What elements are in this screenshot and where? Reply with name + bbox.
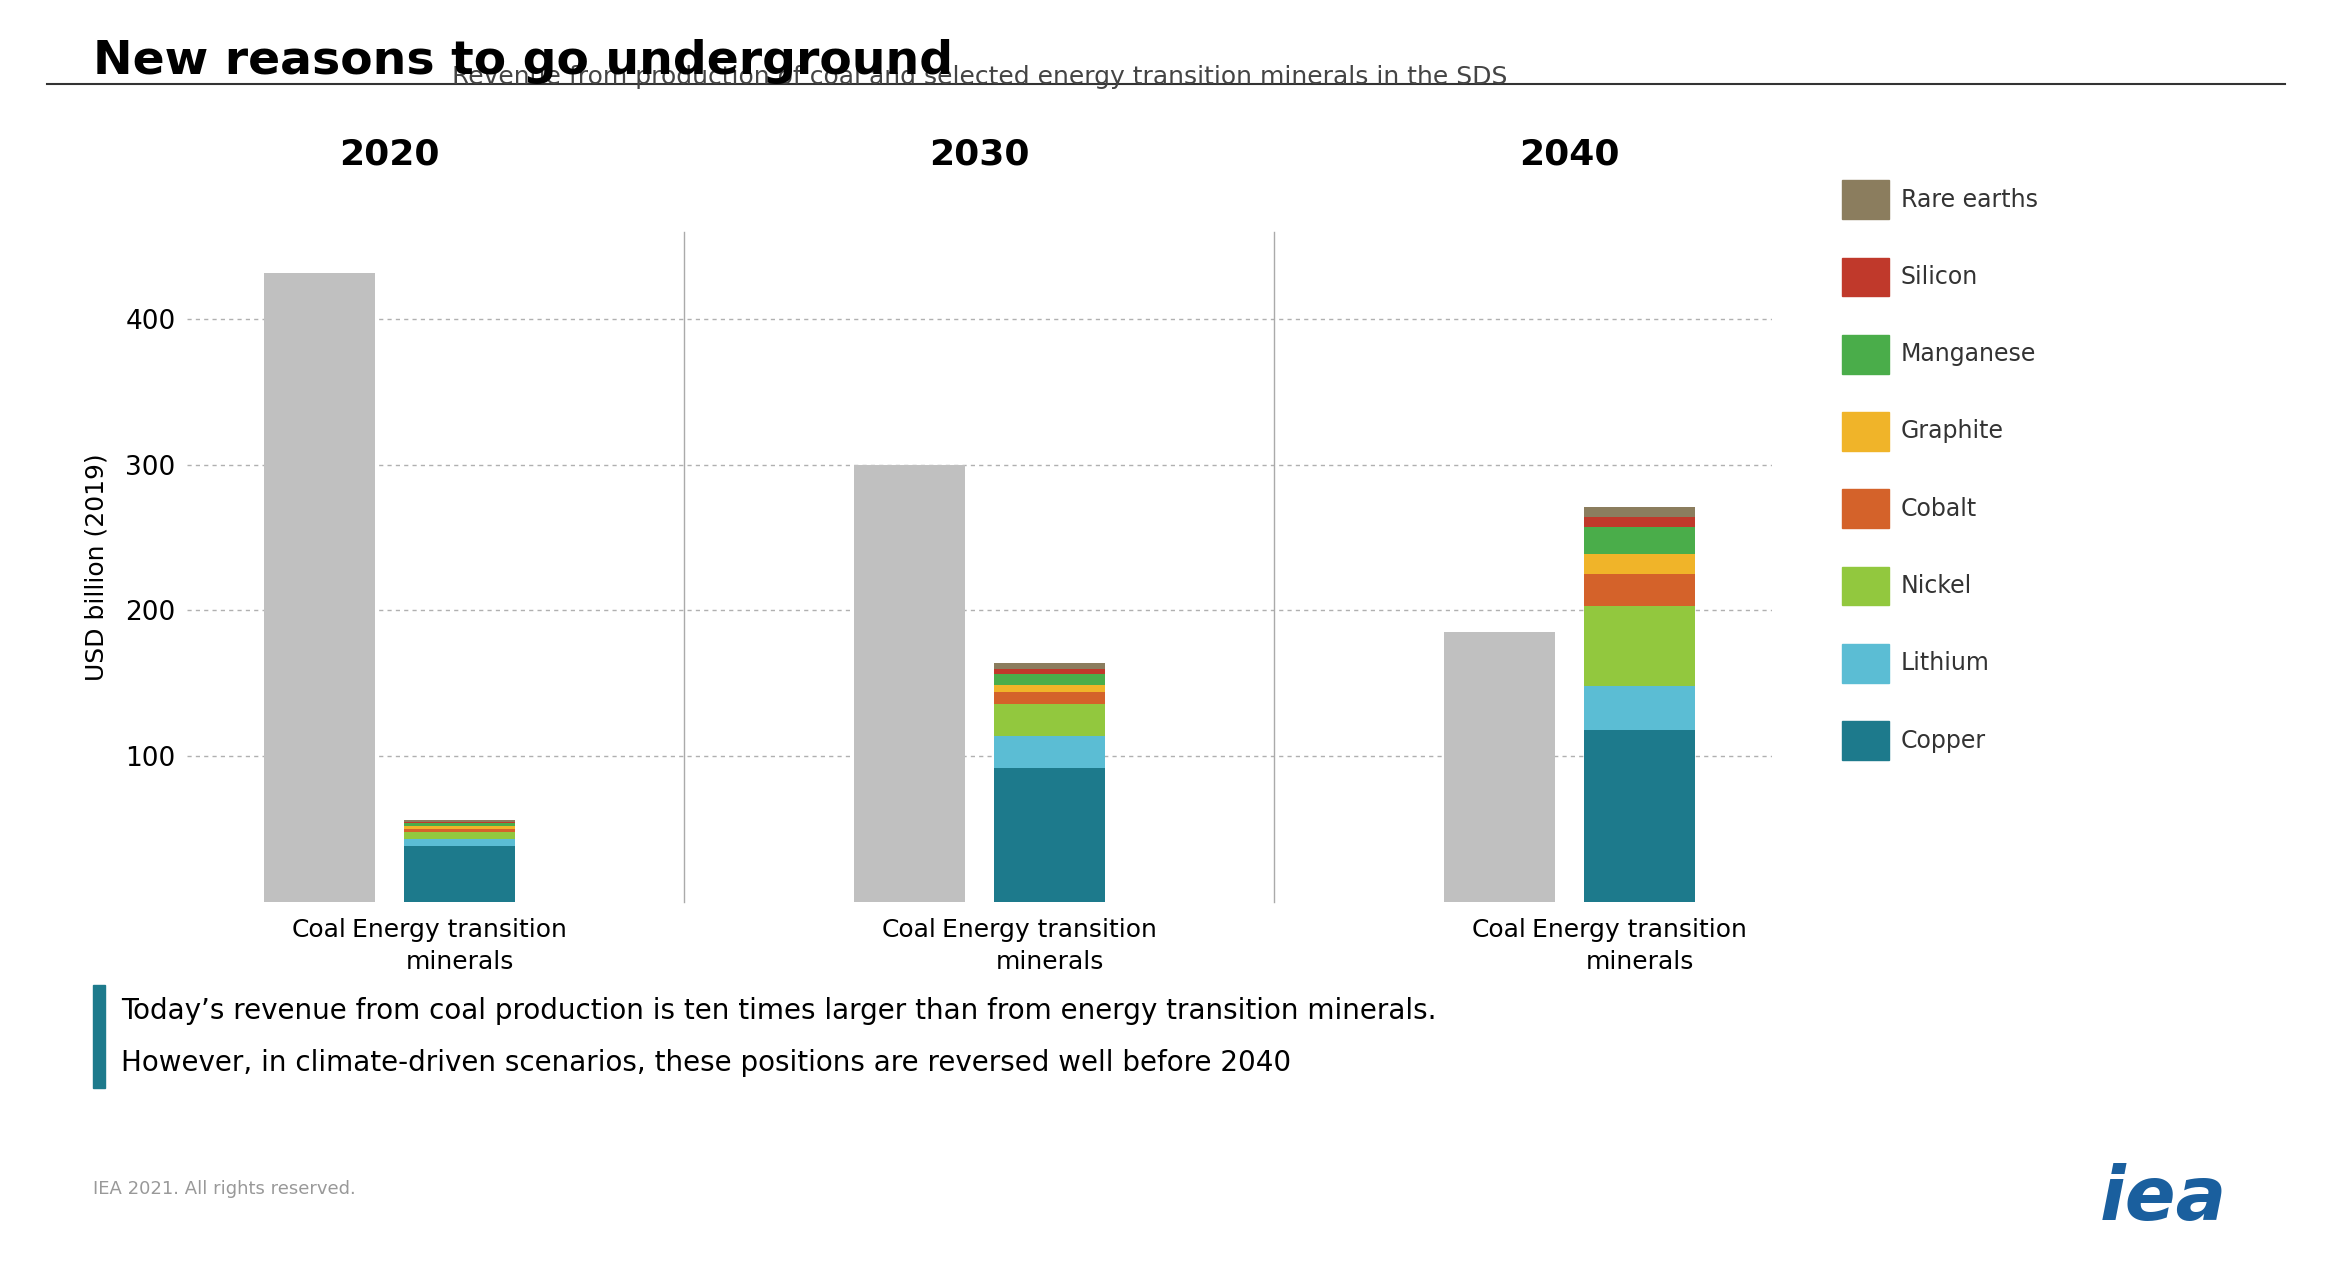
Y-axis label: USD billion (2019): USD billion (2019) — [84, 453, 110, 680]
Bar — [854, 465, 965, 902]
Text: Cobalt: Cobalt — [1901, 497, 1978, 520]
Bar — [993, 675, 1105, 685]
Bar — [403, 838, 515, 846]
Bar — [403, 826, 515, 828]
Bar — [264, 273, 375, 902]
Text: Silicon: Silicon — [1901, 265, 1978, 289]
Bar — [1444, 632, 1555, 902]
Bar — [993, 735, 1105, 768]
Text: Rare earths: Rare earths — [1901, 188, 2038, 211]
Text: 2020: 2020 — [338, 138, 441, 171]
Bar — [1583, 574, 1695, 607]
Bar — [1583, 607, 1695, 687]
Bar — [993, 663, 1105, 668]
Bar — [1583, 730, 1695, 902]
Bar — [1583, 507, 1695, 518]
Bar — [993, 685, 1105, 692]
Bar — [403, 820, 515, 822]
Bar — [1583, 554, 1695, 574]
Text: New reasons to go underground: New reasons to go underground — [93, 39, 954, 84]
Bar — [1583, 527, 1695, 554]
Bar — [1583, 687, 1695, 730]
Bar — [1583, 518, 1695, 527]
Bar — [993, 768, 1105, 902]
Bar — [993, 668, 1105, 675]
Text: Copper: Copper — [1901, 729, 1987, 752]
Text: Graphite: Graphite — [1901, 420, 2003, 443]
Bar — [403, 822, 515, 823]
Text: However, in climate-driven scenarios, these positions are reversed well before 2: However, in climate-driven scenarios, th… — [121, 1048, 1292, 1077]
Text: iea: iea — [2099, 1163, 2227, 1236]
Bar — [403, 846, 515, 902]
Text: Manganese: Manganese — [1901, 343, 2036, 366]
Bar — [403, 823, 515, 826]
Text: Today’s revenue from coal production is ten times larger than from energy transi: Today’s revenue from coal production is … — [121, 997, 1437, 1025]
Text: Revenue from production of coal and selected energy transition minerals in the S: Revenue from production of coal and sele… — [452, 66, 1506, 89]
Bar — [403, 832, 515, 838]
Bar — [403, 828, 515, 832]
Text: 2030: 2030 — [928, 138, 1031, 171]
Text: Lithium: Lithium — [1901, 652, 1989, 675]
Bar — [993, 703, 1105, 735]
Text: 2040: 2040 — [1518, 138, 1621, 171]
Text: Nickel: Nickel — [1901, 574, 1973, 598]
Bar — [993, 692, 1105, 703]
Text: IEA 2021. All rights reserved.: IEA 2021. All rights reserved. — [93, 1180, 357, 1198]
